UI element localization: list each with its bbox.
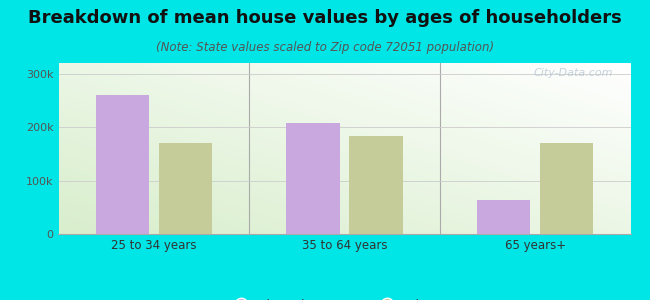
Text: City-Data.com: City-Data.com [534, 68, 614, 78]
Bar [540, 143, 593, 234]
Text: Breakdown of mean house values by ages of householders: Breakdown of mean house values by ages o… [28, 9, 622, 27]
Bar [159, 143, 212, 234]
Bar [477, 200, 530, 234]
Text: (Note: State values scaled to Zip code 72051 population): (Note: State values scaled to Zip code 7… [156, 40, 494, 53]
Legend: Zip code 72051, Arkansas: Zip code 72051, Arkansas [224, 294, 465, 300]
Bar [96, 95, 149, 234]
Bar [287, 123, 340, 234]
Bar [349, 136, 402, 234]
